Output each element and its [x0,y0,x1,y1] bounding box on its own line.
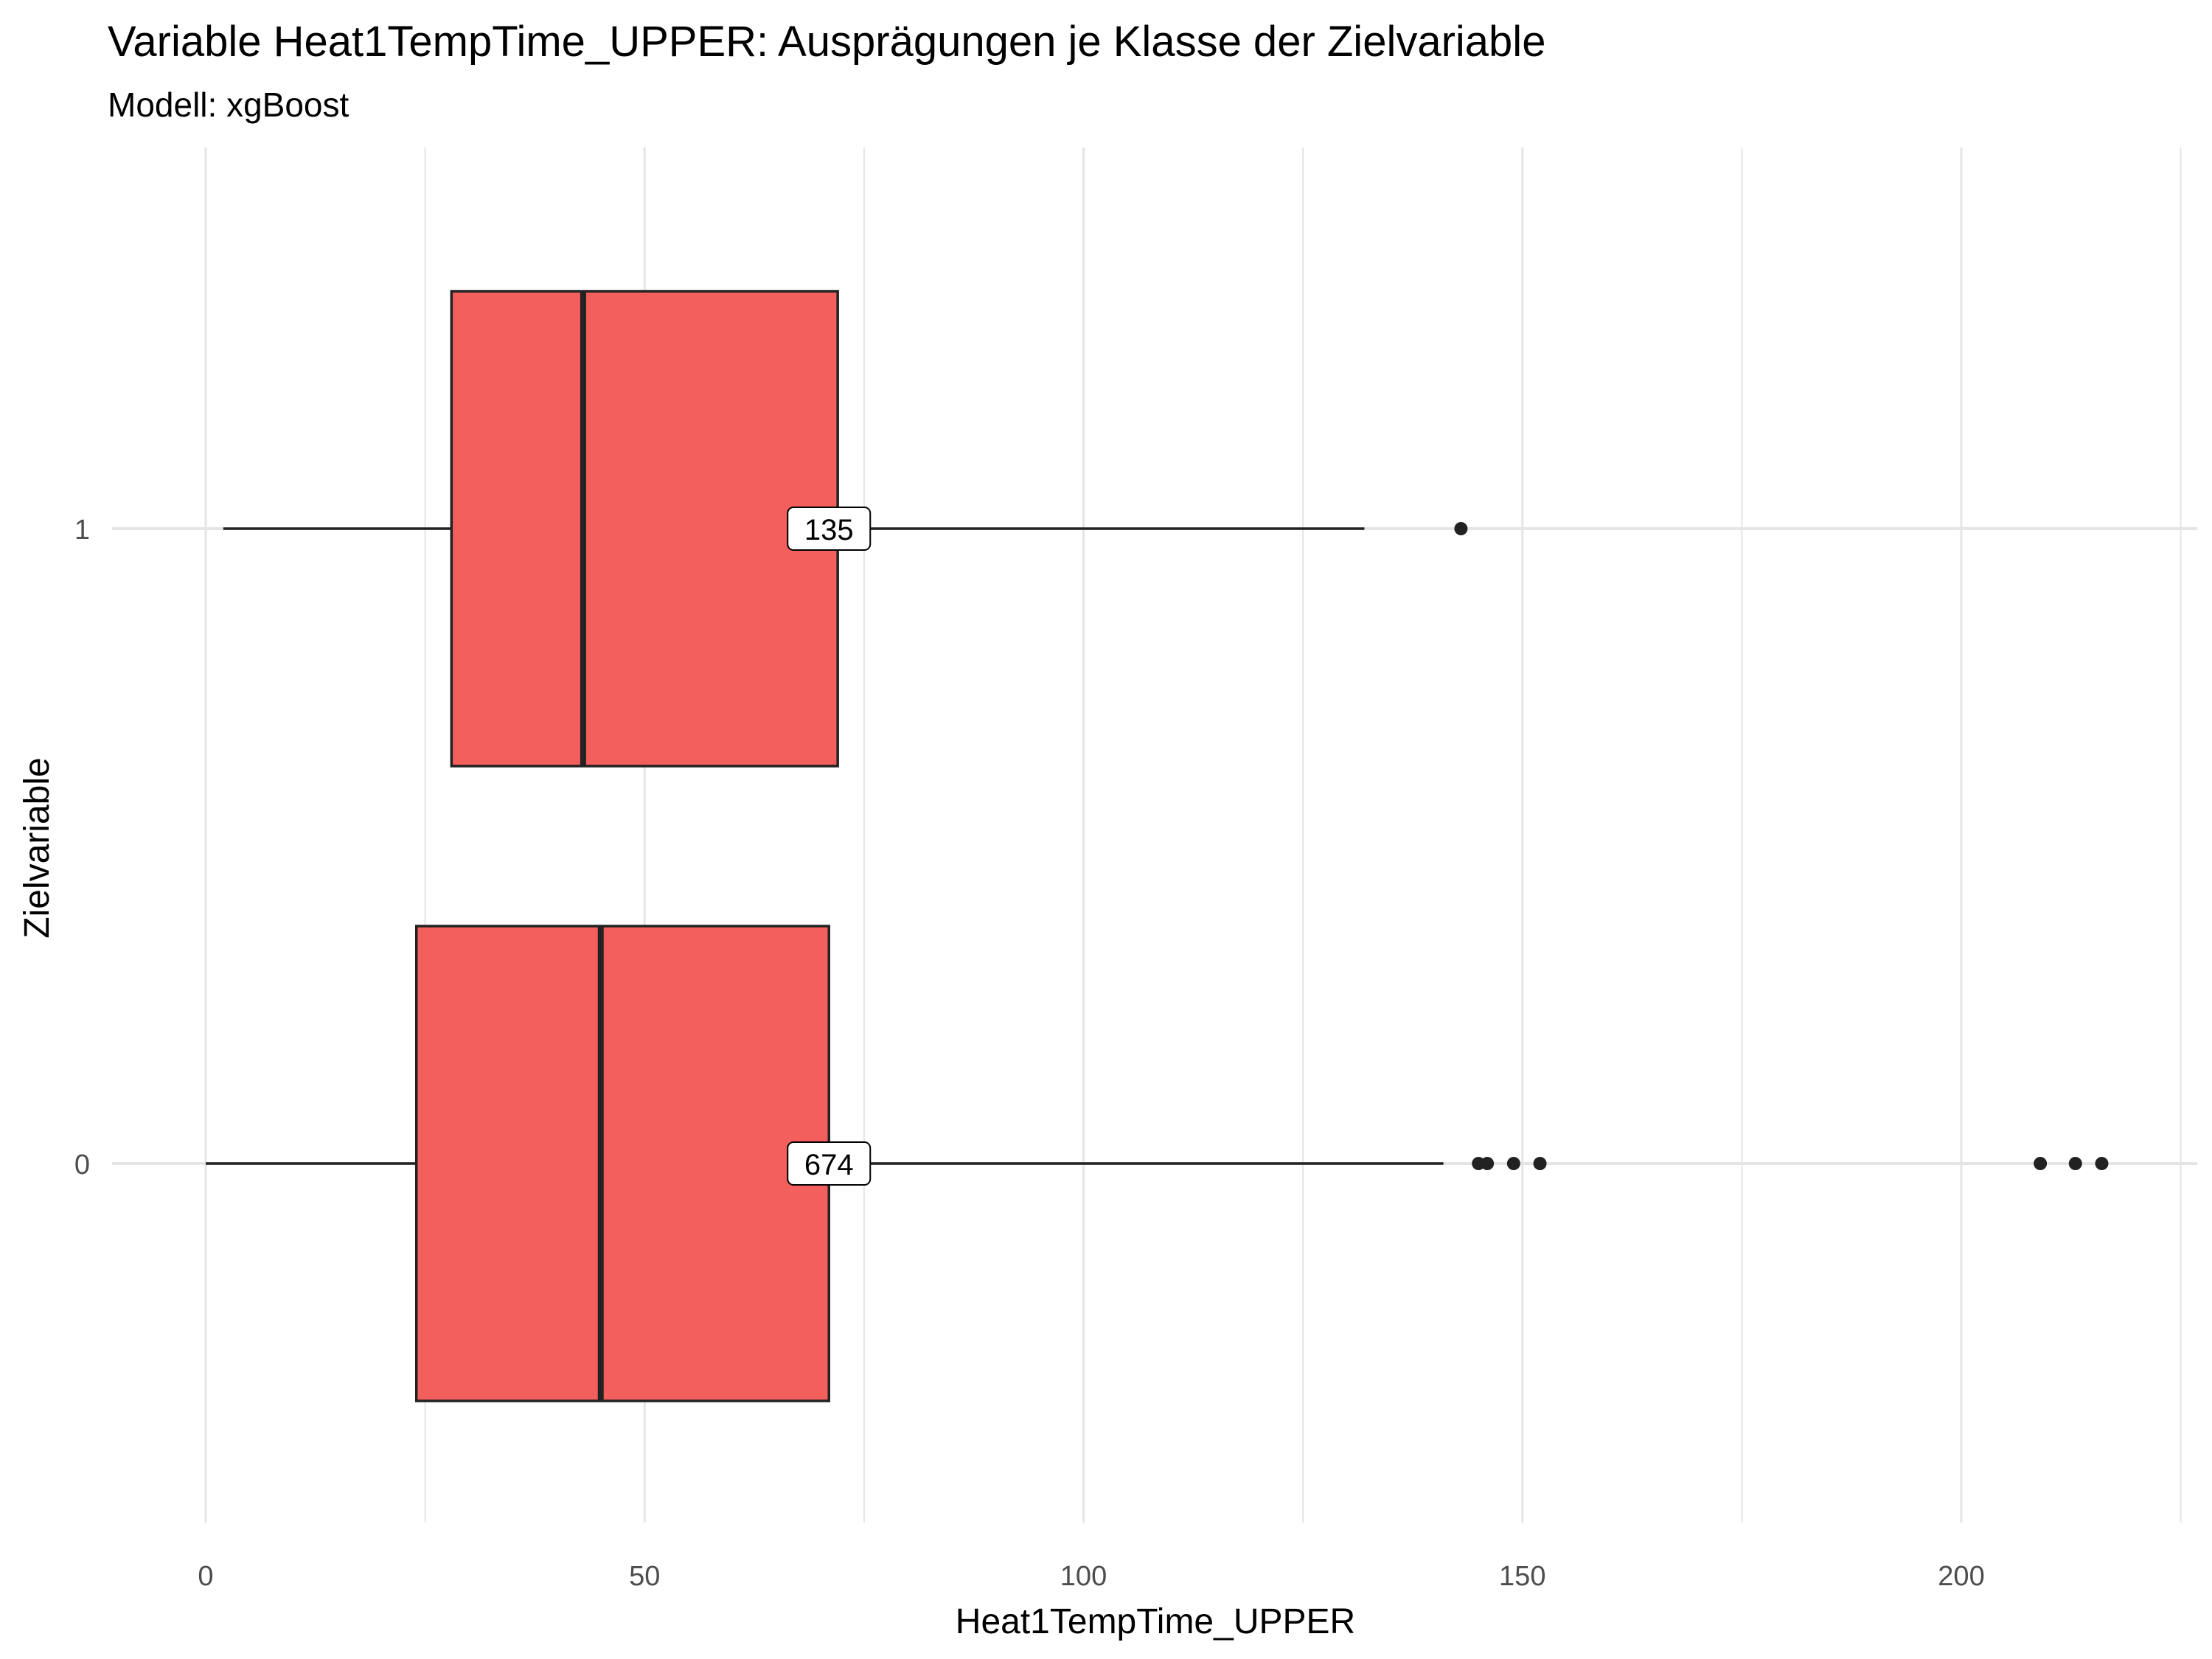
outlier-point [1481,1157,1495,1170]
chart-subtitle: Modell: xgBoost [108,86,349,124]
y-tick-label: 0 [74,1150,90,1180]
count-label-box [787,507,872,551]
y-axis-title: Zielvariable [18,757,57,938]
outlier-point [2068,1157,2082,1170]
x-tick-label: 200 [1938,1561,1984,1592]
count-label: 674 [804,1149,854,1181]
x-tick-label: 50 [629,1561,660,1592]
count-label: 135 [804,514,854,546]
outlier-point [2095,1157,2109,1170]
iqr-box [450,290,839,768]
count-label-box [787,1141,872,1186]
x-tick-label: 0 [198,1561,213,1592]
y-tick-label: 1 [74,515,90,546]
outlier-point [1533,1157,1547,1170]
iqr-box [414,925,831,1402]
chart-title: Variable Heat1TempTime_UPPER: Ausprägung… [108,18,1545,66]
x-axis-title: Heat1TempTime_UPPER [956,1602,1355,1641]
outlier-point [1454,522,1468,535]
x-tick-label: 100 [1060,1561,1107,1592]
outlier-point [1506,1157,1520,1170]
outlier-point [2034,1157,2048,1170]
x-tick-label: 150 [1499,1561,1545,1592]
marks-layer: 135 674 [206,290,2109,1402]
ticks-layer: 0 50 100 150 200 0 1 [74,515,1985,1592]
